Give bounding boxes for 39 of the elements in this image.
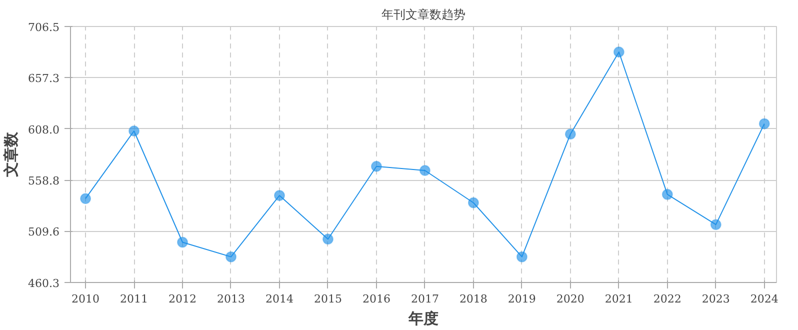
x-axis-title: 年度 bbox=[408, 310, 438, 328]
point bbox=[226, 251, 236, 262]
y-axis-title: 文章数 bbox=[2, 131, 20, 178]
x-tick-label: 2016 bbox=[362, 292, 390, 306]
y-tick-label: 657.3 bbox=[28, 72, 60, 86]
x-tick-label: 2017 bbox=[410, 292, 439, 306]
y-tick-label: 558.8 bbox=[28, 174, 60, 188]
point bbox=[564, 128, 576, 140]
y-tick-label: 706.5 bbox=[28, 21, 60, 34]
point bbox=[758, 118, 770, 130]
x-tick-label: 2020 bbox=[556, 292, 584, 306]
x-tick-label: 2010 bbox=[72, 292, 100, 306]
point bbox=[613, 46, 624, 58]
x-tick-label: 2011 bbox=[120, 292, 148, 306]
point bbox=[322, 234, 334, 245]
y-tick-label: 509.6 bbox=[28, 226, 60, 239]
x-tick-label: 2014 bbox=[265, 292, 294, 306]
point bbox=[419, 165, 430, 176]
point bbox=[80, 193, 92, 204]
point bbox=[370, 160, 382, 172]
point bbox=[468, 197, 479, 208]
chart-title: 年刊文章数趋势 bbox=[382, 8, 466, 22]
x-tick-label: 2018 bbox=[459, 292, 488, 306]
y-tick-label: 460.3 bbox=[28, 277, 60, 290]
x-tick-label: 2019 bbox=[508, 292, 536, 306]
x-tick-label: 2023 bbox=[702, 292, 730, 306]
x-tick-label: 2013 bbox=[217, 292, 245, 306]
x-tick-label: 2021 bbox=[604, 292, 633, 306]
point bbox=[128, 126, 140, 136]
x-tick-label: 2024 bbox=[750, 292, 778, 306]
point bbox=[662, 188, 673, 200]
x-tick-label: 2022 bbox=[653, 292, 682, 306]
point bbox=[274, 190, 285, 201]
point bbox=[516, 251, 528, 262]
x-tick-label: 2012 bbox=[168, 292, 197, 306]
point bbox=[177, 236, 188, 248]
y-tick-label: 608.0 bbox=[28, 123, 60, 136]
x-tick-label: 2015 bbox=[314, 292, 342, 306]
point bbox=[710, 219, 722, 230]
